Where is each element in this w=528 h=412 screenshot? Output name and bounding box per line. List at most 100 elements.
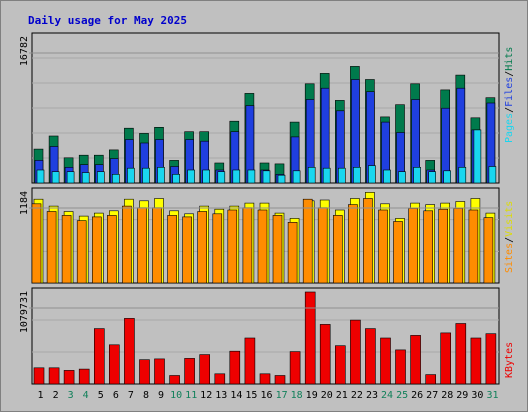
- day-label-6: 6: [113, 390, 119, 401]
- sites-bar-day-24: [378, 209, 388, 284]
- day-label-29: 29: [456, 390, 468, 401]
- legend-visits: Visits: [504, 201, 515, 237]
- kbytes-bar-day-13: [214, 373, 226, 385]
- legend-sep-3: /: [504, 237, 515, 243]
- pages-bar-day-23: [368, 165, 376, 184]
- pages-bar-day-14: [232, 169, 241, 184]
- kbytes-bar-day-1: [33, 367, 45, 385]
- kbytes-bar-day-31: [485, 333, 497, 385]
- sites-bar-day-17: [272, 215, 283, 284]
- legend-pages: Pages: [504, 113, 515, 143]
- day-label-16: 16: [260, 390, 272, 401]
- sites-bar-day-25: [393, 221, 403, 284]
- sites-bar-day-7: [122, 205, 132, 284]
- pages-bar-day-18: [292, 170, 301, 184]
- sites-bar-day-20: [317, 207, 328, 284]
- pages-bar-day-13: [217, 171, 226, 184]
- day-label-15: 15: [245, 390, 257, 401]
- kbytes-bar-day-30: [470, 337, 482, 385]
- sites-bar-day-30: [468, 209, 479, 284]
- day-label-14: 14: [230, 390, 242, 401]
- pages-bar-day-8: [142, 167, 150, 184]
- kbytes-bar-day-11: [184, 358, 195, 385]
- day-label-21: 21: [336, 390, 348, 401]
- pages-bar-day-20: [322, 167, 331, 184]
- sites-bar-day-23: [363, 198, 373, 284]
- day-label-11: 11: [185, 390, 197, 401]
- day-label-22: 22: [351, 390, 363, 401]
- day-label-3: 3: [68, 390, 74, 401]
- kbytes-bar-day-18: [289, 351, 301, 385]
- pages-bar-day-17: [277, 174, 286, 184]
- kbytes-bar-day-8: [139, 359, 150, 385]
- day-label-12: 12: [200, 390, 212, 401]
- pages-bar-day-16: [262, 170, 271, 184]
- sites-bar-day-8: [137, 207, 147, 284]
- kbytes-bar-day-5: [94, 328, 105, 385]
- pages-bar-day-21: [337, 167, 346, 184]
- sites-bar-day-18: [287, 222, 298, 284]
- pages-bar-day-9: [157, 167, 165, 184]
- kbytes-bar-day-20: [319, 324, 331, 385]
- sites-bar-day-5: [92, 216, 102, 284]
- sites-bar-day-14: [227, 209, 238, 284]
- day-label-4: 4: [83, 390, 89, 401]
- pages-bar-day-25: [398, 171, 406, 184]
- sites-bar-day-2: [46, 211, 57, 284]
- day-label-7: 7: [128, 390, 134, 401]
- pages-bar-day-1: [36, 169, 45, 184]
- kbytes-bar-day-12: [199, 354, 210, 385]
- day-label-31: 31: [486, 390, 498, 401]
- kbytes-bar-day-22: [350, 319, 361, 385]
- sites-bar-day-28: [438, 208, 449, 284]
- sites-bar-day-9: [152, 207, 162, 284]
- kbytes-bar-day-23: [365, 328, 376, 385]
- pages-bar-day-4: [81, 172, 90, 184]
- sites-bar-day-16: [257, 209, 268, 284]
- kbytes-bar-day-24: [380, 337, 391, 385]
- kbytes-bar-day-7: [124, 318, 135, 385]
- sites-bar-day-3: [61, 215, 72, 284]
- kbytes-bar-day-29: [455, 323, 467, 385]
- kbytes-bar-day-27: [425, 374, 437, 385]
- pages-bar-day-26: [413, 167, 421, 184]
- kbytes-bar-day-21: [334, 345, 346, 385]
- day-label-26: 26: [411, 390, 423, 401]
- day-label-1: 1: [37, 390, 43, 401]
- kbytes-bar-day-25: [395, 349, 406, 385]
- legend-sep-2: /: [504, 71, 515, 77]
- pages-bar-day-30: [473, 129, 482, 184]
- pages-bar-day-12: [202, 169, 210, 184]
- kbytes-bar-day-17: [274, 375, 286, 385]
- day-label-2: 2: [53, 390, 59, 401]
- pages-bar-day-29: [458, 167, 467, 184]
- kbytes-bar-day-26: [410, 335, 421, 385]
- visits-ymax-tick-label: 1184: [19, 191, 30, 215]
- hits-ymax-tick-label: 16782: [19, 36, 30, 66]
- kbytes-bar-day-28: [440, 332, 452, 385]
- day-label-28: 28: [441, 390, 453, 401]
- pages-bar-day-3: [66, 171, 75, 184]
- day-label-13: 13: [215, 390, 227, 401]
- pages-bar-day-15: [247, 169, 256, 184]
- kbytes-bar-day-3: [63, 370, 75, 385]
- sites-bar-day-11: [182, 216, 192, 284]
- kbytes-panel: [29, 287, 500, 385]
- legend-hits: Hits: [504, 47, 515, 71]
- sites-bar-day-4: [76, 220, 87, 284]
- kbytes-bar-day-9: [154, 358, 165, 385]
- kbytes-bar-day-2: [48, 367, 60, 385]
- sites-bar-day-13: [212, 213, 223, 284]
- sites-bar-day-22: [348, 204, 358, 284]
- kbytes-bar-day-10: [169, 375, 180, 385]
- legend-sites: Sites: [504, 243, 515, 273]
- sites-bar-day-1: [31, 203, 42, 284]
- sites-bar-day-26: [408, 208, 418, 284]
- day-label-24: 24: [381, 390, 393, 401]
- hits-panel-legend: Pages/Files/Hits: [504, 47, 515, 143]
- kbytes-bar-day-16: [259, 373, 271, 385]
- kbytes-bar-day-19: [304, 291, 316, 385]
- pages-bar-day-31: [488, 166, 497, 184]
